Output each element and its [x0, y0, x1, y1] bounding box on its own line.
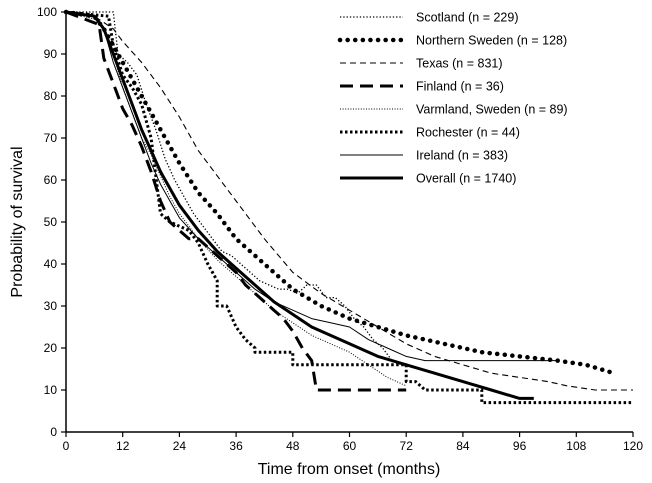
y-tick-label: 90: [44, 47, 58, 61]
legend-label-4: Finland (n = 36): [416, 80, 504, 94]
y-tick-label: 10: [44, 383, 58, 397]
y-tick-label: 20: [44, 341, 58, 355]
series-lines: [63, 9, 633, 405]
legend-label-5: Varmland, Sweden (n = 89): [416, 103, 568, 117]
x-tick-label: 0: [63, 439, 70, 453]
legend-label-3: Texas (n = 831): [416, 57, 503, 71]
x-tick-label: 120: [623, 439, 643, 453]
y-tick-label: 80: [44, 89, 58, 103]
series-line-5: [65, 11, 407, 387]
y-tick-label: 60: [44, 173, 58, 187]
x-tick-label: 36: [229, 439, 243, 453]
legend: Scotland (n = 229) Northern Sweden (n = 1…: [337, 11, 568, 186]
x-tick-label: 24: [173, 439, 187, 453]
x-tick-label: 12: [116, 439, 130, 453]
x-tick-label: 84: [456, 439, 470, 453]
legend-label-2: Northern Sweden (n = 128): [416, 34, 567, 48]
series-line-7: [65, 11, 558, 362]
x-tick-label: 72: [400, 439, 414, 453]
y-tick-label: 70: [44, 131, 58, 145]
series-line-6: [65, 10, 633, 405]
legend-label-6: Rochester (n = 44): [416, 126, 520, 140]
axes: 0 12 24 36 48 60 72 84 96 108 120 0 10 20 30 40 50 60 70 80…: [37, 5, 643, 453]
legend-label-1: Scotland (n = 229): [416, 11, 519, 25]
y-tick-label: 40: [44, 257, 58, 271]
y-tick-label: 100: [37, 5, 57, 19]
x-tick-label: 96: [513, 439, 527, 453]
y-tick-label: 30: [44, 299, 58, 313]
x-tick-label: 60: [343, 439, 357, 453]
series-line-2: [63, 9, 617, 376]
y-tick-label: 50: [44, 215, 58, 229]
series-line-8: [65, 10, 534, 400]
x-axis-title: Time from onset (months): [258, 461, 441, 478]
x-tick-label: 48: [286, 439, 300, 453]
series-line-3: [65, 11, 633, 391]
y-tick-label: 0: [50, 425, 57, 439]
y-axis-title: Probability of survival: [9, 146, 26, 297]
x-tick-label: 108: [566, 439, 586, 453]
legend-label-8: Overall (n = 1740): [416, 172, 516, 186]
legend-label-7: Ireland (n = 383): [416, 149, 508, 163]
